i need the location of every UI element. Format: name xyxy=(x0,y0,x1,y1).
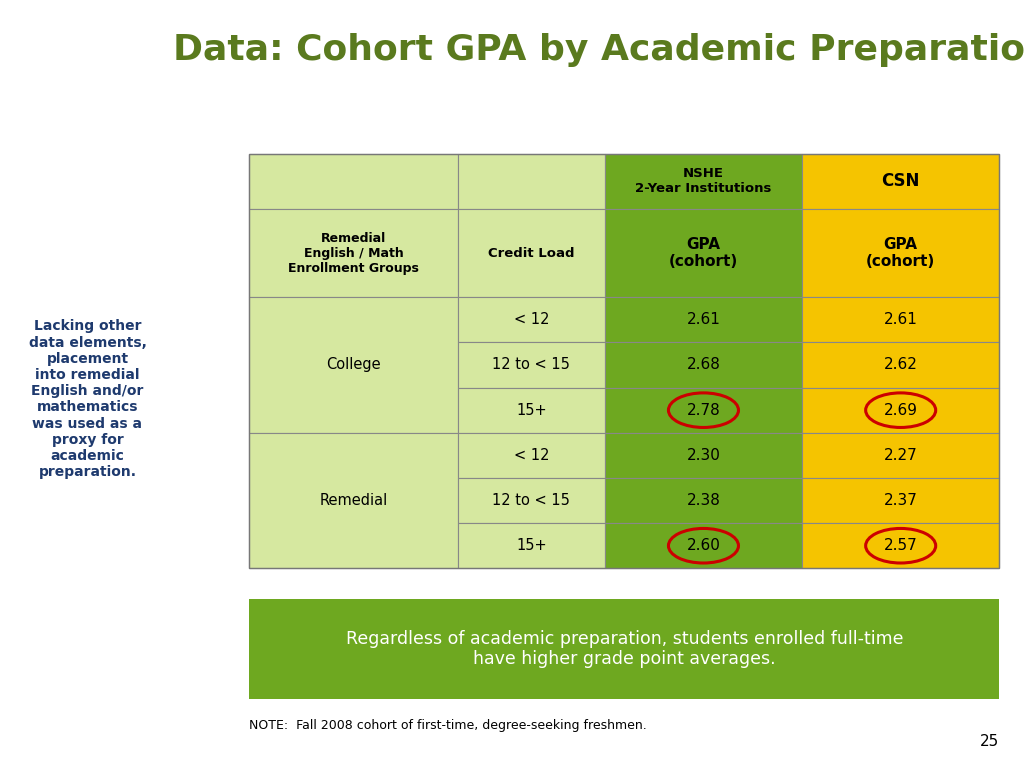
FancyBboxPatch shape xyxy=(802,388,999,433)
Text: 2.61: 2.61 xyxy=(686,313,721,327)
FancyBboxPatch shape xyxy=(802,478,999,523)
Text: Lacking other
data elements,
placement
into remedial
English and/or
mathematics
: Lacking other data elements, placement i… xyxy=(29,319,146,479)
Text: NOTE:  Fall 2008 cohort of first-time, degree-seeking freshmen.: NOTE: Fall 2008 cohort of first-time, de… xyxy=(250,720,647,732)
Text: 2.62: 2.62 xyxy=(884,357,918,372)
Text: 2.38: 2.38 xyxy=(686,493,721,508)
Text: < 12: < 12 xyxy=(514,448,549,463)
FancyBboxPatch shape xyxy=(250,432,458,568)
FancyBboxPatch shape xyxy=(605,388,802,433)
FancyBboxPatch shape xyxy=(250,599,999,699)
FancyBboxPatch shape xyxy=(250,297,458,432)
Text: 2.27: 2.27 xyxy=(884,448,918,463)
FancyBboxPatch shape xyxy=(458,388,605,433)
FancyBboxPatch shape xyxy=(458,297,605,343)
FancyBboxPatch shape xyxy=(605,209,802,297)
Text: 15+: 15+ xyxy=(516,402,547,418)
Text: 2.61: 2.61 xyxy=(884,313,918,327)
FancyBboxPatch shape xyxy=(250,154,458,209)
FancyBboxPatch shape xyxy=(605,154,802,209)
FancyBboxPatch shape xyxy=(802,343,999,388)
Text: Remedial: Remedial xyxy=(319,493,388,508)
Text: Data: Cohort GPA by Academic Preparation: Data: Cohort GPA by Academic Preparation xyxy=(173,33,1024,67)
Text: 2.78: 2.78 xyxy=(687,402,720,418)
FancyBboxPatch shape xyxy=(605,478,802,523)
FancyBboxPatch shape xyxy=(605,523,802,568)
FancyBboxPatch shape xyxy=(458,478,605,523)
Text: 2.60: 2.60 xyxy=(686,538,721,553)
FancyBboxPatch shape xyxy=(605,432,802,478)
Text: 15+: 15+ xyxy=(516,538,547,553)
Text: 2.57: 2.57 xyxy=(884,538,918,553)
Text: Remedial
English / Math
Enrollment Groups: Remedial English / Math Enrollment Group… xyxy=(288,232,419,274)
FancyBboxPatch shape xyxy=(458,154,605,209)
Text: GPA
(cohort): GPA (cohort) xyxy=(866,237,935,270)
Text: NSHE
2-Year Institutions: NSHE 2-Year Institutions xyxy=(635,167,772,195)
FancyBboxPatch shape xyxy=(458,523,605,568)
FancyBboxPatch shape xyxy=(802,154,999,209)
FancyBboxPatch shape xyxy=(458,343,605,388)
Text: CSN: CSN xyxy=(882,172,920,190)
Text: Regardless of academic preparation, students enrolled full-time
have higher grad: Regardless of academic preparation, stud… xyxy=(346,630,903,668)
Text: 2.69: 2.69 xyxy=(884,402,918,418)
Text: 2.37: 2.37 xyxy=(884,493,918,508)
FancyBboxPatch shape xyxy=(802,209,999,297)
Text: 2.68: 2.68 xyxy=(686,357,721,372)
Text: College: College xyxy=(327,357,381,372)
FancyBboxPatch shape xyxy=(802,297,999,343)
FancyBboxPatch shape xyxy=(458,432,605,478)
FancyBboxPatch shape xyxy=(605,297,802,343)
Text: 25: 25 xyxy=(980,733,999,749)
Text: GPA
(cohort): GPA (cohort) xyxy=(669,237,738,270)
FancyBboxPatch shape xyxy=(458,209,605,297)
FancyBboxPatch shape xyxy=(250,209,458,297)
FancyBboxPatch shape xyxy=(605,343,802,388)
FancyBboxPatch shape xyxy=(802,523,999,568)
Text: < 12: < 12 xyxy=(514,313,549,327)
FancyBboxPatch shape xyxy=(802,432,999,478)
Text: 12 to < 15: 12 to < 15 xyxy=(493,357,570,372)
Text: Credit Load: Credit Load xyxy=(488,247,574,260)
Text: 12 to < 15: 12 to < 15 xyxy=(493,493,570,508)
Text: 2.30: 2.30 xyxy=(686,448,721,463)
